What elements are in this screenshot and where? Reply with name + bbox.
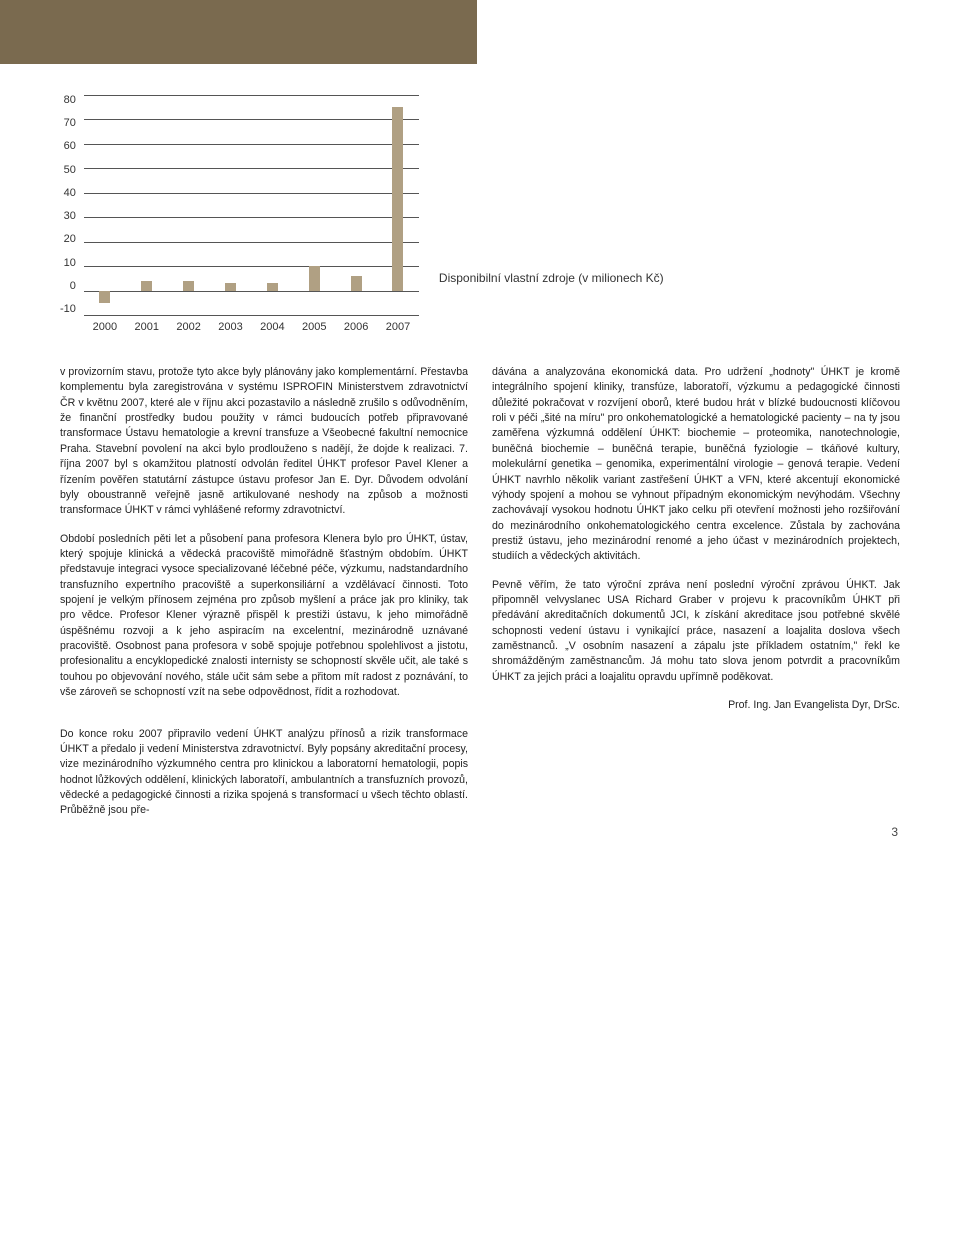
chart-gridline xyxy=(84,315,419,316)
page-number: 3 xyxy=(891,825,898,839)
chart-bars xyxy=(84,95,419,315)
chart-x-tick: 2007 xyxy=(386,321,410,333)
chart-x-tick: 2004 xyxy=(260,321,284,333)
paragraph: Období posledních pěti let a působení pa… xyxy=(60,532,468,701)
chart-bar xyxy=(141,281,152,291)
signature: Prof. Ing. Jan Evangelista Dyr, DrSc. xyxy=(492,698,900,713)
paragraph: v provizorním stavu, protože tyto akce b… xyxy=(60,365,468,519)
chart-container: 80 70 60 50 40 30 20 10 0 -10 2000200120022003200… xyxy=(60,95,900,315)
chart-bar xyxy=(99,291,110,303)
header-band xyxy=(0,0,477,64)
chart-y-tick: 80 xyxy=(64,95,76,106)
chart-x-tick: 2005 xyxy=(302,321,326,333)
chart-y-tick: -10 xyxy=(60,304,76,315)
chart-bar xyxy=(309,266,320,290)
chart-bar xyxy=(392,107,403,290)
chart-x-tick: 2006 xyxy=(344,321,368,333)
chart-y-axis: 80 70 60 50 40 30 20 10 0 -10 xyxy=(60,95,84,315)
chart-y-tick: 20 xyxy=(64,234,76,245)
chart-bar xyxy=(225,283,236,290)
chart-plot-area: 80 70 60 50 40 30 20 10 0 -10 2000200120022003200… xyxy=(60,95,419,315)
chart-bar xyxy=(351,276,362,291)
left-column: v provizorním stavu, protože tyto akce b… xyxy=(60,365,468,727)
right-column: dávána a analyzována ekonomická data. Pr… xyxy=(492,365,900,727)
chart-x-tick: 2001 xyxy=(134,321,158,333)
page-content: 80706050403020100-10 2000200120022003200… xyxy=(0,0,960,859)
chart-y-tick: 40 xyxy=(64,188,76,199)
paragraph: Pevně věřím, že tato výroční zpráva není… xyxy=(492,578,900,686)
chart-y-tick: 0 xyxy=(70,281,76,292)
chart-y-tick: 50 xyxy=(64,165,76,176)
chart-y-tick: 30 xyxy=(64,211,76,222)
chart-y-tick: 60 xyxy=(64,141,76,152)
chart-bar xyxy=(183,281,194,291)
chart-legend-label: Disponibilní vlastní zdroje (v milionech… xyxy=(439,271,664,285)
chart-x-tick: 2003 xyxy=(218,321,242,333)
chart-bar xyxy=(267,283,278,290)
text-columns: v provizorním stavu, protože tyto akce b… xyxy=(60,365,900,727)
chart-x-tick: 2000 xyxy=(93,321,117,333)
paragraph: Do konce roku 2007 připravilo vedení ÚHK… xyxy=(60,727,468,819)
paragraph: dávána a analyzována ekonomická data. Pr… xyxy=(492,365,900,565)
chart-x-axis: 2000 2001 2002 2003 2004 2005 2006 2007 xyxy=(84,321,419,333)
chart-plot: 20002001200220032004200520062007 xyxy=(84,95,419,315)
chart-y-tick: 70 xyxy=(64,118,76,129)
chart-y-tick: 10 xyxy=(64,258,76,269)
chart-x-tick: 2002 xyxy=(176,321,200,333)
